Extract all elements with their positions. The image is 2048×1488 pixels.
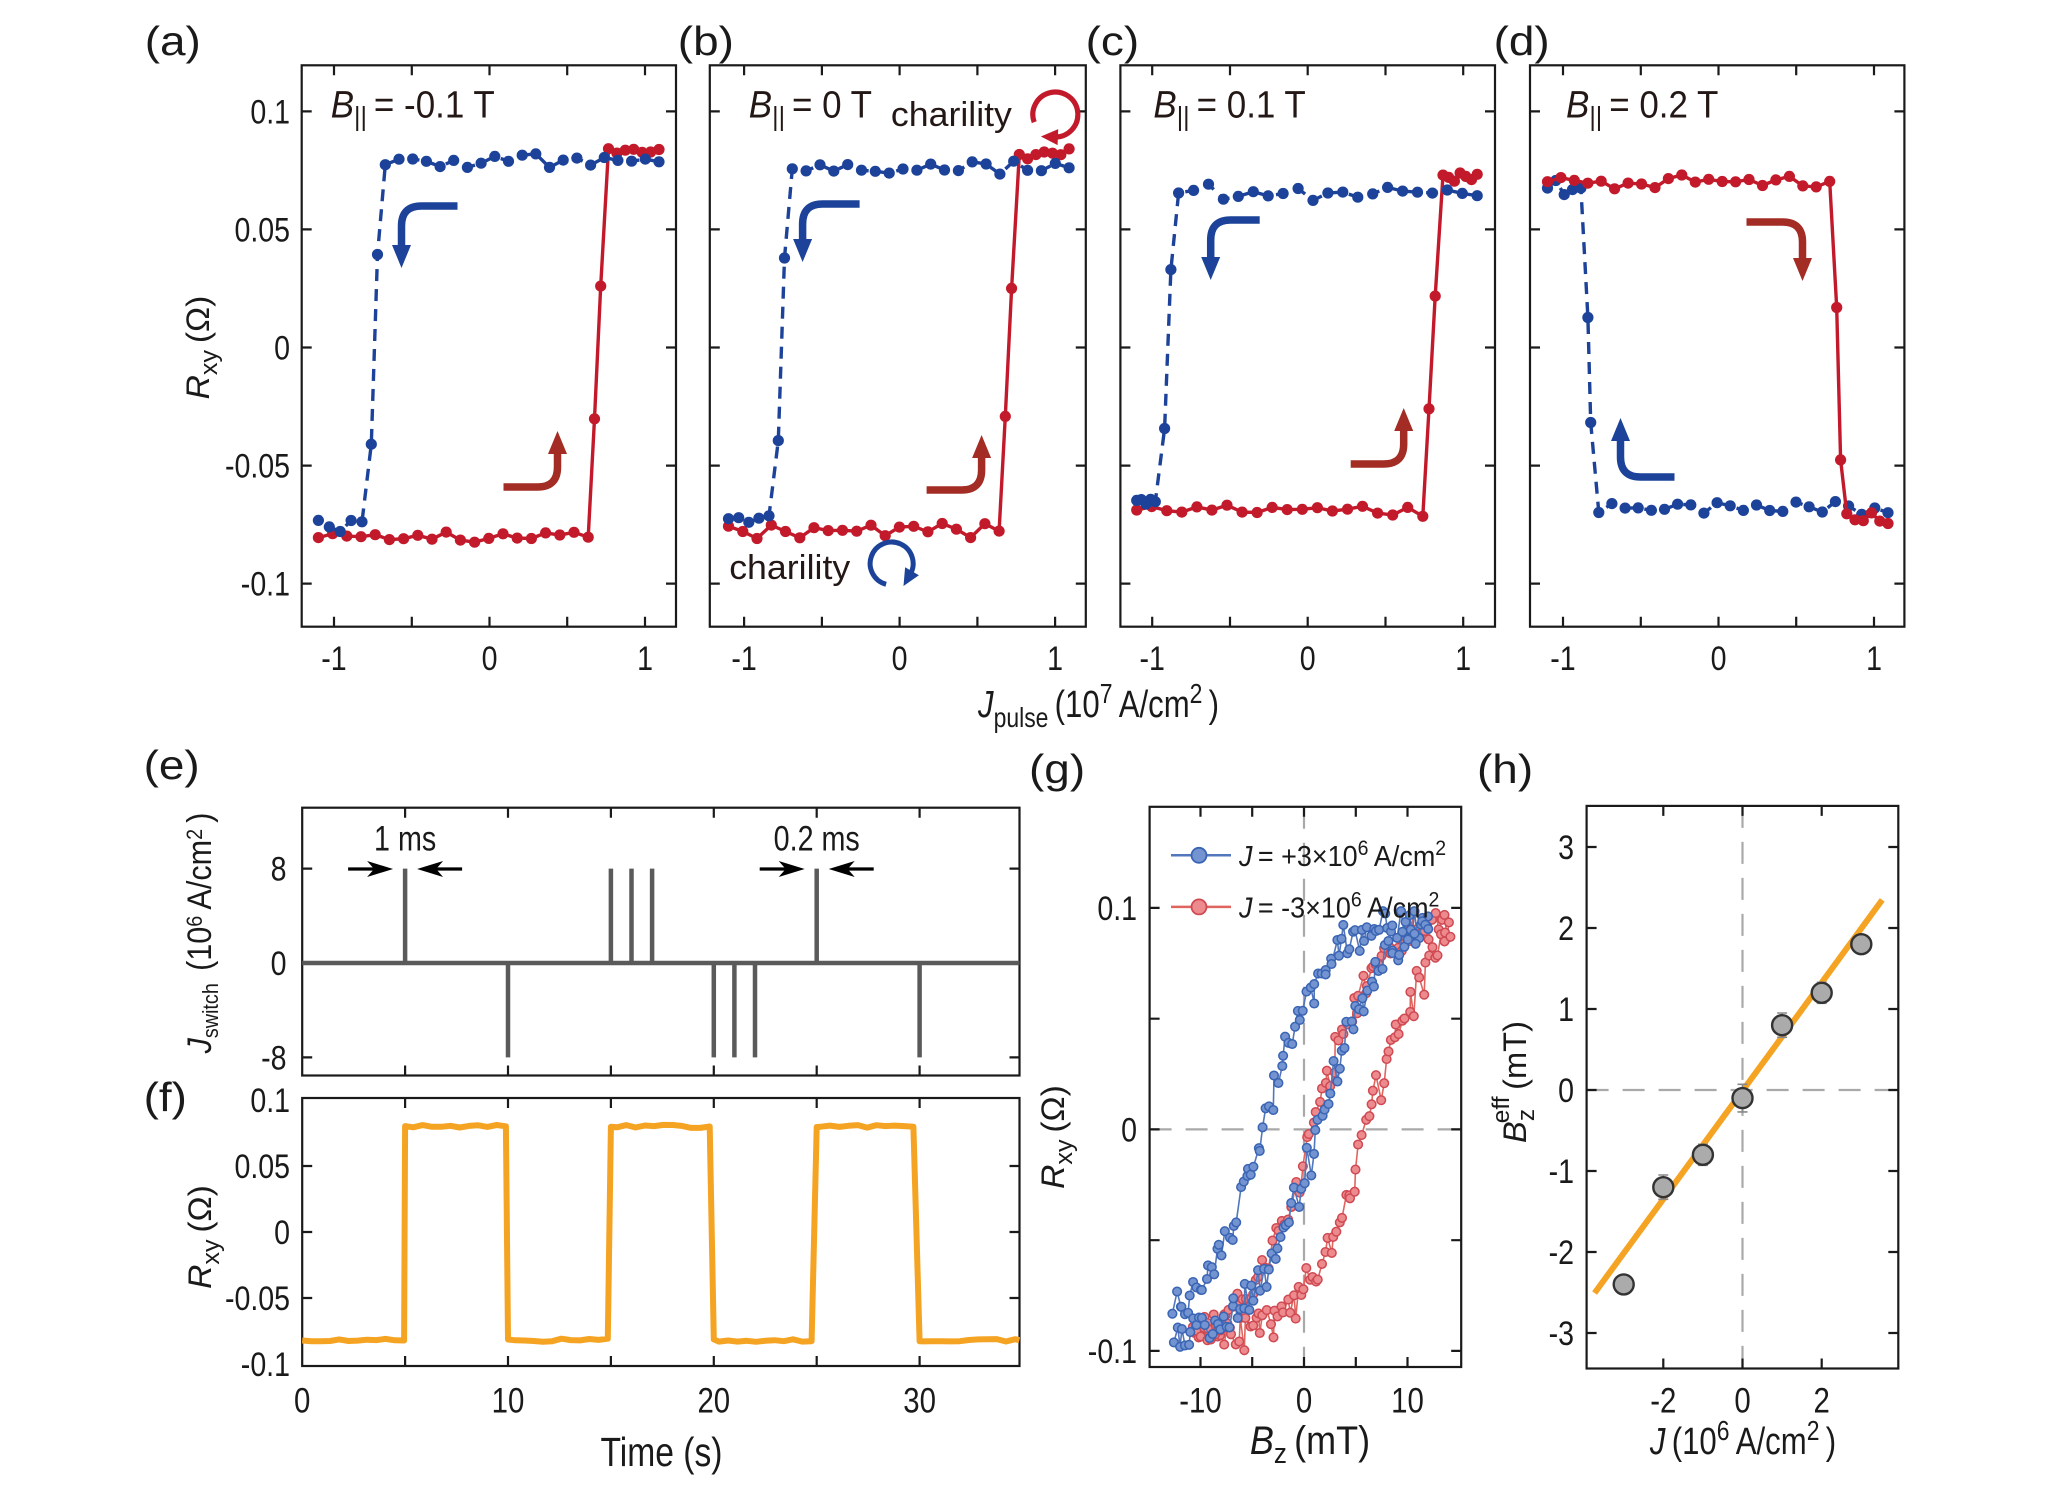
svg-text:0.1: 0.1 bbox=[1097, 890, 1137, 928]
svg-text:B|| = 0 T: B|| = 0 T bbox=[749, 83, 872, 132]
svg-text:(e): (e) bbox=[144, 743, 200, 788]
svg-text:8: 8 bbox=[271, 850, 287, 888]
svg-text:1 ms: 1 ms bbox=[374, 819, 436, 858]
svg-text:0.05: 0.05 bbox=[234, 211, 290, 249]
svg-text:0: 0 bbox=[274, 1214, 290, 1252]
svg-text:-0.05: -0.05 bbox=[225, 1280, 290, 1318]
svg-text:3: 3 bbox=[1558, 829, 1574, 867]
svg-text:-3: -3 bbox=[1549, 1315, 1574, 1353]
svg-text:2: 2 bbox=[1814, 1381, 1830, 1420]
svg-text:0: 0 bbox=[1711, 639, 1727, 677]
svg-text:-0.1: -0.1 bbox=[1088, 1333, 1137, 1371]
svg-text:B|| = 0.1 T: B|| = 0.1 T bbox=[1153, 83, 1305, 132]
svg-text:(b): (b) bbox=[678, 19, 734, 64]
svg-text:30: 30 bbox=[903, 1381, 936, 1420]
svg-text:charility: charility bbox=[729, 549, 851, 587]
svg-text:(g): (g) bbox=[1029, 747, 1085, 792]
svg-text:(c): (c) bbox=[1086, 19, 1140, 64]
svg-text:0.1: 0.1 bbox=[250, 93, 290, 131]
svg-text:0: 0 bbox=[274, 329, 290, 367]
svg-text:-10: -10 bbox=[1179, 1381, 1221, 1420]
svg-text:0: 0 bbox=[1296, 1381, 1312, 1420]
svg-text:-0.05: -0.05 bbox=[225, 447, 290, 485]
svg-text:-0.1: -0.1 bbox=[241, 565, 290, 603]
svg-text:Bzeff (mT): Bzeff (mT) bbox=[1488, 1021, 1540, 1143]
svg-text:0.05: 0.05 bbox=[234, 1148, 290, 1186]
svg-text:0: 0 bbox=[1734, 1381, 1750, 1420]
svg-text:Rxy (Ω): Rxy (Ω) bbox=[182, 1185, 225, 1289]
svg-text:(h): (h) bbox=[1477, 747, 1533, 792]
svg-text:-8: -8 bbox=[261, 1039, 286, 1077]
svg-text:-0.1: -0.1 bbox=[241, 1346, 290, 1384]
svg-text:20: 20 bbox=[697, 1381, 730, 1420]
svg-text:0: 0 bbox=[482, 639, 498, 677]
svg-text:Bz (mT): Bz (mT) bbox=[1250, 1419, 1370, 1469]
svg-text:0.1: 0.1 bbox=[250, 1082, 290, 1120]
svg-text:1: 1 bbox=[1866, 639, 1882, 677]
svg-text:Rxy (Ω): Rxy (Ω) bbox=[1035, 1085, 1078, 1189]
svg-text:1: 1 bbox=[637, 639, 653, 677]
svg-text:Jswitch (106 A/cm2 ): Jswitch (106 A/cm2 ) bbox=[181, 813, 224, 1055]
svg-text:2: 2 bbox=[1558, 910, 1574, 948]
svg-text:Jpulse (107 A/cm2 ): Jpulse (107 A/cm2 ) bbox=[977, 679, 1219, 734]
svg-text:-1: -1 bbox=[731, 639, 756, 677]
svg-text:1: 1 bbox=[1455, 639, 1471, 677]
svg-text:B|| = 0.2 T: B|| = 0.2 T bbox=[1566, 83, 1718, 132]
svg-text:0: 0 bbox=[1121, 1111, 1137, 1149]
svg-text:charility: charility bbox=[891, 96, 1013, 134]
svg-text:10: 10 bbox=[1391, 1381, 1424, 1420]
svg-text:(f): (f) bbox=[144, 1075, 187, 1120]
svg-text:Rxy (Ω): Rxy (Ω) bbox=[180, 296, 223, 400]
svg-text:J = -3×106 A/cm2: J = -3×106 A/cm2 bbox=[1238, 889, 1439, 924]
svg-text:1: 1 bbox=[1047, 639, 1063, 677]
svg-text:B|| = -0.1 T: B|| = -0.1 T bbox=[331, 83, 495, 132]
svg-text:1: 1 bbox=[1558, 991, 1574, 1029]
svg-text:0: 0 bbox=[271, 945, 287, 983]
svg-text:-2: -2 bbox=[1549, 1234, 1574, 1272]
svg-text:(a): (a) bbox=[145, 19, 201, 64]
svg-text:0: 0 bbox=[1558, 1072, 1574, 1110]
svg-text:0: 0 bbox=[294, 1381, 310, 1420]
svg-text:0: 0 bbox=[892, 639, 908, 677]
svg-text:J = +3×106 A/cm2: J = +3×106 A/cm2 bbox=[1238, 837, 1446, 872]
svg-text:Time (s): Time (s) bbox=[601, 1429, 723, 1475]
svg-text:0: 0 bbox=[1300, 639, 1316, 677]
svg-text:-2: -2 bbox=[1650, 1381, 1676, 1420]
svg-text:-1: -1 bbox=[1140, 639, 1165, 677]
svg-text:-1: -1 bbox=[1550, 639, 1575, 677]
svg-text:J (106 A/cm2 ): J (106 A/cm2 ) bbox=[1649, 1416, 1836, 1463]
svg-text:-1: -1 bbox=[321, 639, 346, 677]
svg-text:0.2 ms: 0.2 ms bbox=[774, 819, 860, 858]
svg-text:(d): (d) bbox=[1494, 19, 1550, 64]
svg-text:-1: -1 bbox=[1549, 1153, 1574, 1191]
svg-text:10: 10 bbox=[492, 1381, 525, 1420]
